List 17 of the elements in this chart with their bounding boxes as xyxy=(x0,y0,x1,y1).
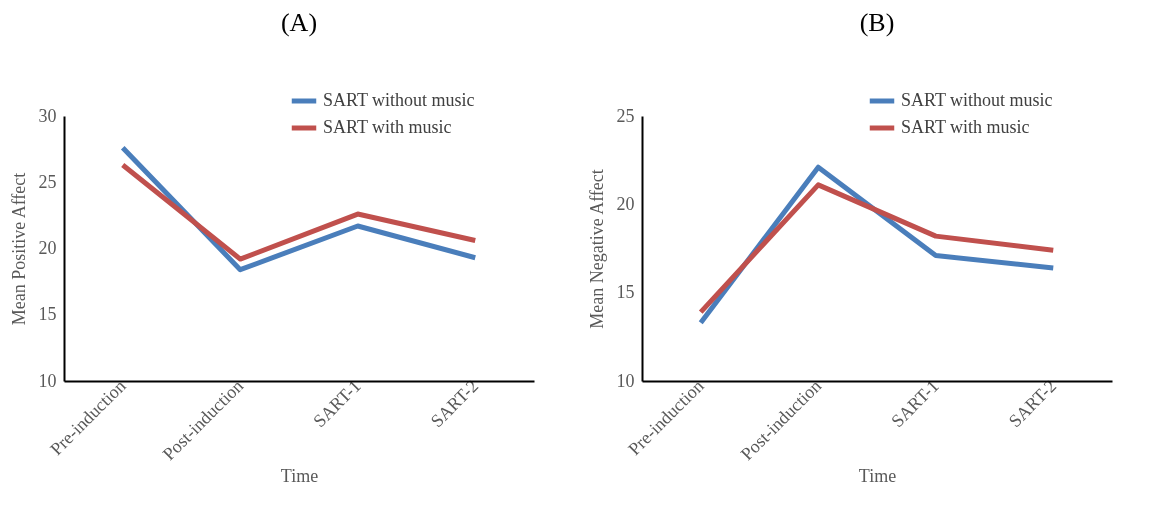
legend-label: SART without music xyxy=(323,90,475,110)
legend-label: SART with music xyxy=(901,117,1030,137)
legend-label: SART without music xyxy=(901,90,1053,110)
legend-label: SART with music xyxy=(323,117,452,137)
y-tick-label: 15 xyxy=(616,282,635,303)
chart-title: (A) xyxy=(280,8,318,37)
y-tick-label: 20 xyxy=(38,238,57,258)
y-tick-label: 25 xyxy=(38,171,57,192)
y-axis-title: Mean Negative Affect xyxy=(586,169,607,329)
x-axis-title: Time xyxy=(280,466,319,487)
y-axis-title: Mean Positive Affect xyxy=(8,172,29,326)
chart-title: (B) xyxy=(859,8,895,37)
y-tick-label: 25 xyxy=(616,105,635,126)
y-tick-label: 20 xyxy=(616,193,635,214)
y-tick-label: 30 xyxy=(38,105,57,126)
x-axis-title: Time xyxy=(858,466,897,487)
y-tick-label: 15 xyxy=(38,304,57,325)
